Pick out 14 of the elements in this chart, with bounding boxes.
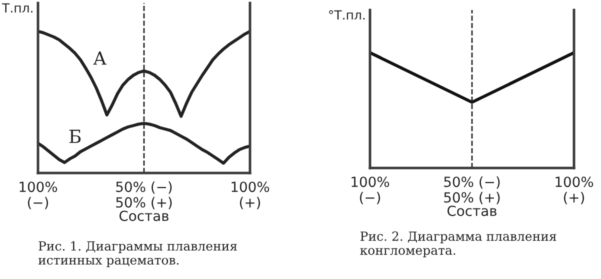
series-label: Б [69,130,81,143]
x-axis-title: Состав [119,210,168,222]
y-axis-title: °Т.пл. [329,10,365,20]
y-axis-title: Т.пл. [2,3,32,12]
x-tick-label: 100% (+) [556,176,594,204]
x-tick-label: 50% (−) 50% (+) [116,181,172,210]
x-tick-label: 100% (−) [20,182,58,210]
x-tick-label: 100% (−) [352,176,390,204]
x-tick-label: 100% (+) [232,182,270,210]
text: Рис. 1. Диаграммы плавления истинных рацематов. [38,241,237,268]
series-label: А [93,51,107,65]
x-tick-label: 50% (−) 50% (+) [444,176,500,204]
x-axis-title: Состав [447,206,496,216]
text: Рис. 2. Диаграмма плавления конгломерата. [360,231,556,258]
